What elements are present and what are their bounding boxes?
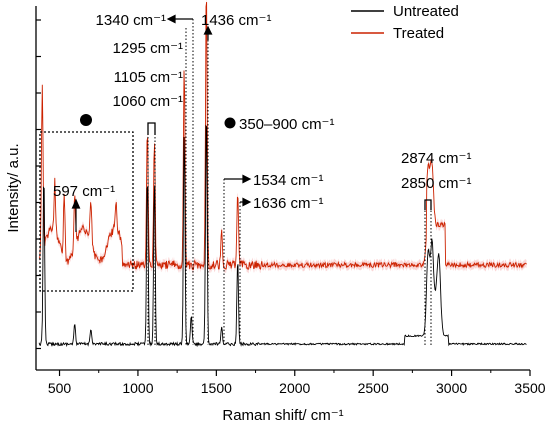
peak-guide-lines bbox=[147, 19, 432, 345]
annotation-1534: 1534 cm⁻¹ bbox=[253, 172, 323, 189]
region-350-900-box bbox=[39, 131, 134, 292]
legend-treated-label: Treated bbox=[393, 25, 444, 42]
y-axis-label: Intensity/ a.u. bbox=[5, 143, 22, 232]
annotation-597: 597 cm⁻¹ bbox=[53, 183, 115, 200]
bracket-1060-1105 bbox=[147, 122, 156, 135]
annotation-1105: 1105 cm⁻¹ bbox=[114, 69, 183, 86]
arrow-1534-head bbox=[242, 174, 252, 184]
arrow-1636-head bbox=[242, 197, 252, 207]
peak-brackets bbox=[147, 122, 432, 210]
bracket-2850-2874 bbox=[424, 199, 432, 210]
legend: Untreated Treated bbox=[351, 3, 459, 42]
x-axis-label: Raman shift/ cm⁻¹ bbox=[222, 407, 343, 424]
annotation-1436: 1436 cm⁻¹ bbox=[201, 12, 271, 29]
x-axis-ticks: 500 1000 1500 2000 2500 3000 3500 bbox=[48, 370, 546, 396]
annotation-arrows bbox=[71, 14, 252, 232]
region-marker-dot bbox=[80, 114, 92, 126]
x-tick-label: 1500 bbox=[201, 380, 232, 396]
legend-untreated-label: Untreated bbox=[393, 3, 459, 20]
x-tick-label: 1000 bbox=[122, 380, 153, 396]
label-marker-dot bbox=[224, 117, 236, 129]
annotation-1636: 1636 cm⁻¹ bbox=[253, 195, 323, 212]
x-tick-label: 2500 bbox=[358, 380, 389, 396]
annotation-1060: 1060 cm⁻¹ bbox=[113, 93, 183, 110]
arrow-597-head bbox=[71, 198, 81, 209]
x-tick-label: 3500 bbox=[514, 380, 545, 396]
arrow-1340-head bbox=[166, 14, 176, 24]
annotation-350-900: 350–900 cm⁻¹ bbox=[239, 116, 334, 133]
arrow-1436-head bbox=[203, 25, 213, 35]
x-tick-label: 2000 bbox=[279, 380, 310, 396]
x-tick-label: 3000 bbox=[436, 380, 467, 396]
treated-series-line bbox=[38, 1, 527, 270]
y-axis-ticks bbox=[36, 19, 41, 350]
untreated-series-line bbox=[38, 124, 527, 348]
annotation-1340: 1340 cm⁻¹ bbox=[96, 12, 166, 29]
annotation-2874: 2874 cm⁻¹ bbox=[401, 150, 471, 167]
annotation-1295: 1295 cm⁻¹ bbox=[113, 40, 183, 57]
x-tick-label: 500 bbox=[48, 380, 72, 396]
annotation-2850: 2850 cm⁻¹ bbox=[401, 175, 471, 192]
